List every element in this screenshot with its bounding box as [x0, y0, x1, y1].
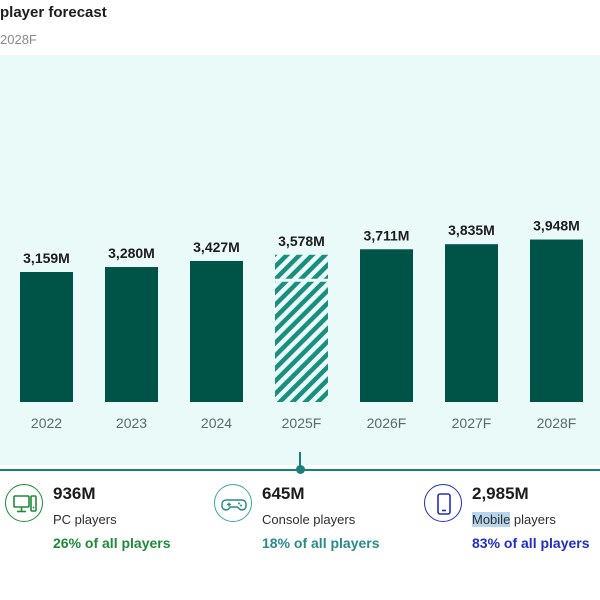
console-share: 18% of all players — [262, 535, 380, 551]
pc-share: 26% of all players — [53, 535, 171, 551]
data-label-2023: 3,280M — [108, 245, 155, 261]
data-label-2024: 3,427M — [193, 239, 240, 255]
forecast-band — [275, 278, 328, 282]
chart-subtitle: 2028F — [0, 32, 37, 47]
x-tick-2022: 2022 — [31, 415, 62, 431]
data-label-2027F: 3,835M — [448, 222, 495, 238]
pc-value: 936M — [53, 484, 96, 503]
pc-icon — [5, 484, 43, 522]
divider-node — [296, 465, 305, 474]
mobile-value: 2,985M — [472, 484, 529, 503]
x-tick-2026F: 2026F — [367, 415, 407, 431]
stats-section — [0, 465, 600, 600]
x-tick-2027F: 2027F — [452, 415, 492, 431]
bar-2028F — [530, 239, 583, 402]
data-label-2025F: 3,578M — [278, 233, 325, 249]
mobile-label: Mobile players — [472, 512, 556, 527]
bar-2022 — [20, 272, 73, 402]
x-tick-2024: 2024 — [201, 415, 232, 431]
x-tick-2023: 2023 — [116, 415, 147, 431]
x-tick-2025F: 2025F — [282, 415, 322, 431]
bar-2025F — [275, 254, 328, 402]
divider-tick — [299, 452, 301, 466]
gamepad-icon — [214, 484, 252, 522]
mobile-label-highlight: Mobile — [472, 512, 511, 527]
mobile-icon — [424, 484, 462, 522]
data-label-2028F: 3,948M — [533, 218, 580, 234]
x-tick-2028F: 2028F — [537, 415, 577, 431]
mobile-share: 83% of all players — [472, 535, 590, 551]
mobile-label-rest: players — [510, 512, 556, 527]
bar-chart: 3,159M 2022 3,280M 2023 3,427M 2024 3,578M 2025… — [20, 218, 583, 431]
console-label: Console players — [262, 512, 356, 527]
data-label-2026F: 3,711M — [364, 227, 410, 243]
bar-2024 — [190, 260, 243, 402]
console-value: 645M — [262, 484, 305, 503]
bar-2023 — [105, 267, 158, 402]
chart-title: player forecast — [0, 4, 107, 21]
pc-label: PC players — [53, 512, 117, 527]
data-label-2022: 3,159M — [23, 250, 70, 266]
bar-2026F — [360, 249, 413, 402]
bar-2027F — [445, 244, 498, 402]
